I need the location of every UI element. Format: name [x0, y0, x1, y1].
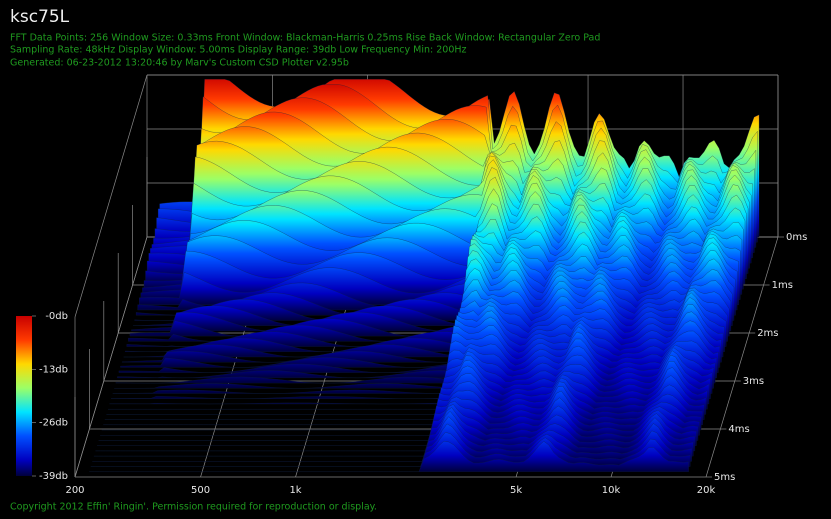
- colorbar-tick-label: -26db: [39, 418, 68, 429]
- grid-line: [705, 236, 779, 478]
- copyright: Copyright 2012 Effin' Ringin'. Permissio…: [10, 502, 377, 513]
- info-line: Generated: 06-23-2012 13:20:46 by Marv's…: [10, 58, 349, 69]
- x-tick-label: 20k: [697, 485, 716, 496]
- x-tick-label: 500: [191, 485, 210, 496]
- colorbar-tick-label: -0db: [45, 311, 68, 322]
- grid-line: [74, 236, 148, 478]
- colorbar-tick-label: -13db: [39, 364, 68, 375]
- frame-line: [74, 74, 148, 318]
- x-tick-label: 5k: [510, 485, 522, 496]
- x-tick-label: 200: [65, 485, 84, 496]
- info-line: FFT Data Points: 256 Window Size: 0.33ms…: [10, 33, 600, 44]
- surface: [88, 79, 760, 472]
- x-tick-label: 1k: [289, 485, 301, 496]
- colorbar-tick-label: -39db: [39, 471, 68, 482]
- z-tick-label: 4ms: [728, 424, 749, 435]
- z-tick-label: 1ms: [772, 280, 793, 291]
- x-tick-label: 10k: [602, 485, 621, 496]
- z-tick-label: 2ms: [757, 328, 778, 339]
- z-tick-label: 5ms: [714, 472, 735, 483]
- z-tick-label: 3ms: [743, 376, 764, 387]
- surface-slice: [88, 440, 689, 472]
- colorbar: [16, 316, 32, 476]
- info-line: Sampling Rate: 48kHz Display Window: 5.0…: [10, 45, 467, 56]
- z-tick-label: 0ms: [786, 232, 807, 243]
- chart-title: ksc75L: [10, 7, 70, 27]
